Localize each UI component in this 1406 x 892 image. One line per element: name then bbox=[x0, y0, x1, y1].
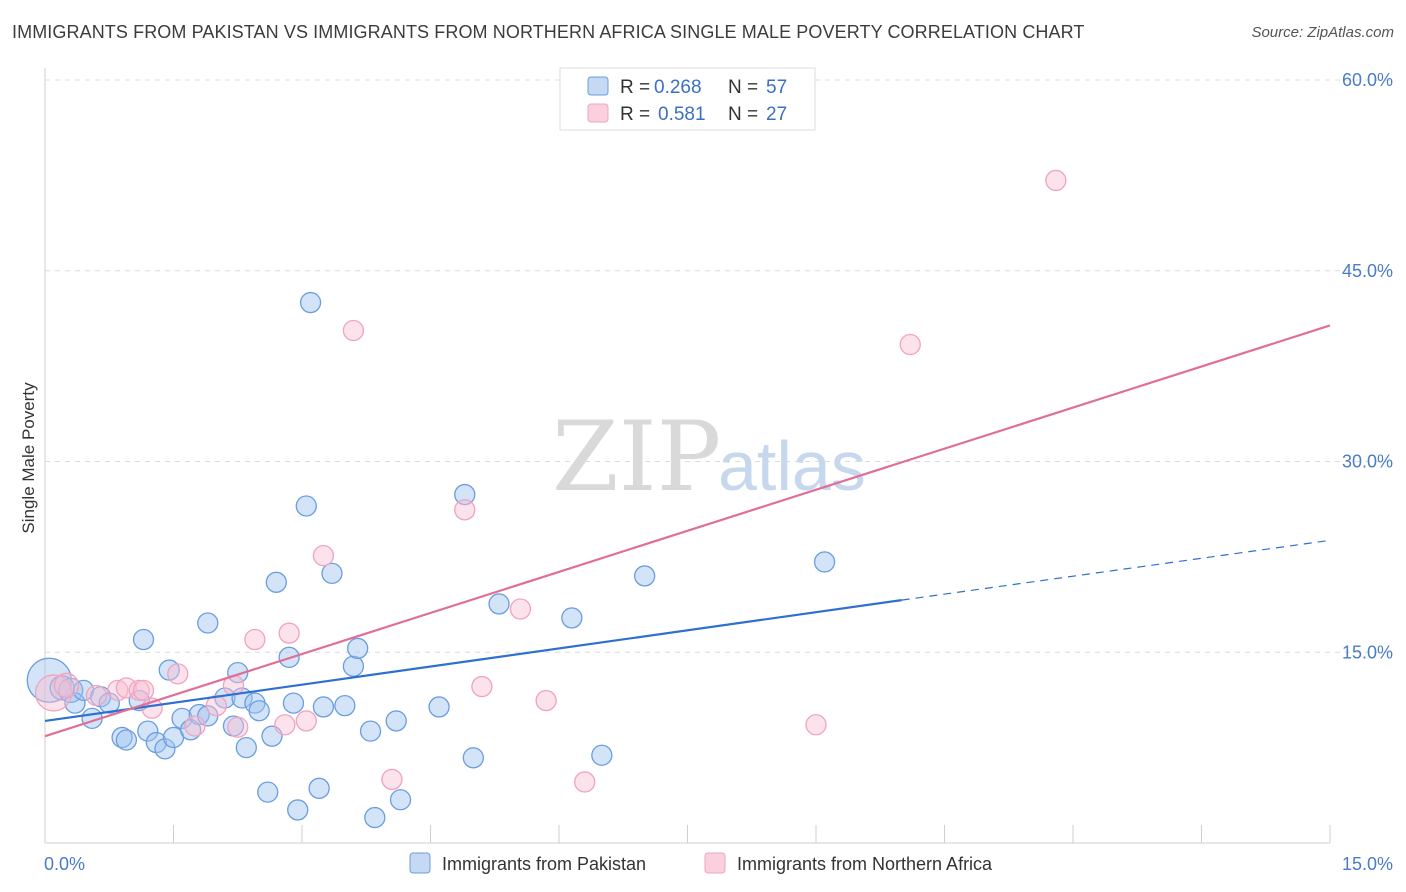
source-label: Source: ZipAtlas.com bbox=[1251, 24, 1394, 41]
africa-point bbox=[132, 679, 155, 702]
africa-point bbox=[167, 663, 189, 685]
legend-r-value-pakistan: 0.268 bbox=[654, 77, 702, 98]
legend-n-value-africa: 27 bbox=[766, 104, 787, 125]
series-label-pakistan: Immigrants from Pakistan bbox=[442, 854, 646, 874]
pakistan-point bbox=[364, 806, 386, 829]
grid bbox=[45, 79, 1395, 653]
pakistan-point bbox=[312, 696, 335, 718]
africa-point bbox=[312, 544, 335, 567]
pakistan-point bbox=[347, 637, 369, 660]
watermark: ZIP atlas bbox=[552, 401, 866, 513]
series-label-africa: Immigrants from Northern Africa bbox=[737, 854, 993, 874]
pakistan-point bbox=[295, 495, 317, 517]
legend: R = 0.268 N = 57 R = 0.581 N = 27 bbox=[559, 67, 816, 131]
y-tick-label: 60.0% bbox=[1342, 70, 1393, 90]
pakistan-point bbox=[188, 703, 210, 726]
pakistan-trend-extension bbox=[901, 539, 1331, 601]
pakistan-point bbox=[813, 551, 836, 573]
y-tick-label: 15.0% bbox=[1342, 642, 1393, 662]
axes: 15.0% 30.0% 45.0% 60.0% 0.0% 15.0% bbox=[44, 68, 1393, 874]
pakistan-point bbox=[462, 747, 484, 769]
africa-point bbox=[278, 622, 300, 644]
series-swatch-africa bbox=[704, 852, 726, 874]
legend-swatch-africa bbox=[587, 103, 609, 123]
pakistan-point bbox=[115, 729, 138, 751]
pakistan-point bbox=[454, 483, 476, 506]
pakistan-point bbox=[265, 571, 287, 593]
africa-point bbox=[53, 672, 80, 698]
pakistan-point bbox=[299, 291, 322, 314]
pakistan-point bbox=[342, 655, 365, 677]
pakistan-point bbox=[98, 692, 120, 714]
africa-point bbox=[805, 714, 827, 736]
pakistan-point bbox=[308, 777, 330, 799]
africa-point bbox=[85, 684, 108, 707]
x-tick-label-max: 15.0% bbox=[1342, 854, 1393, 874]
y-tick-label: 45.0% bbox=[1342, 261, 1393, 281]
pakistan-point bbox=[385, 710, 407, 732]
africa-point bbox=[1045, 169, 1067, 192]
pakistan-point bbox=[248, 700, 270, 722]
legend-n-value-pakistan: 57 bbox=[766, 77, 787, 98]
africa-point bbox=[295, 710, 317, 732]
y-tick-label: 30.0% bbox=[1342, 452, 1393, 472]
legend-swatch-pakistan bbox=[587, 76, 609, 96]
africa-point bbox=[342, 319, 365, 342]
legend-n-label-africa: N = bbox=[728, 104, 758, 125]
africa-point bbox=[899, 333, 921, 356]
pakistan-point bbox=[227, 661, 249, 684]
chart-title: IMMIGRANTS FROM PAKISTAN VS IMMIGRANTS F… bbox=[12, 22, 1085, 42]
pakistan-point bbox=[428, 696, 450, 718]
pakistan-point bbox=[389, 789, 412, 811]
pakistan-point bbox=[321, 562, 343, 585]
africa-point bbox=[574, 771, 596, 793]
watermark-atlas: atlas bbox=[718, 427, 866, 505]
africa-point bbox=[244, 628, 266, 651]
africa-trend-line bbox=[44, 324, 1331, 738]
africa-point bbox=[227, 716, 249, 738]
series-legend: Immigrants from Pakistan Immigrants from… bbox=[409, 852, 993, 874]
data-points bbox=[26, 169, 1067, 829]
legend-r-value-africa: 0.581 bbox=[658, 104, 706, 125]
pakistan-point bbox=[154, 738, 176, 760]
pakistan-trend-line bbox=[44, 599, 902, 723]
legend-r-label-africa: R = bbox=[620, 104, 650, 125]
africa-point bbox=[454, 499, 476, 521]
pakistan-point bbox=[137, 720, 159, 742]
pakistan-point bbox=[591, 744, 613, 766]
africa-point bbox=[34, 674, 73, 712]
y-axis-label: Single Male Poverty bbox=[19, 382, 38, 534]
africa-point bbox=[115, 677, 138, 699]
legend-n-label-pakistan: N = bbox=[728, 77, 758, 98]
pakistan-point bbox=[145, 731, 168, 754]
pakistan-point bbox=[197, 612, 219, 634]
pakistan-point bbox=[282, 692, 305, 714]
africa-point bbox=[184, 715, 206, 737]
series-swatch-pakistan bbox=[409, 852, 431, 874]
africa-point bbox=[509, 598, 532, 620]
pakistan-point bbox=[132, 628, 155, 651]
pakistan-point bbox=[488, 593, 510, 615]
pakistan-point bbox=[287, 799, 309, 821]
pakistan-point bbox=[634, 565, 656, 587]
x-tick-label-min: 0.0% bbox=[44, 854, 85, 874]
trend-lines bbox=[44, 324, 1331, 738]
pakistan-point bbox=[58, 677, 84, 704]
africa-point bbox=[107, 679, 129, 702]
africa-point bbox=[274, 714, 296, 736]
watermark-zip: ZIP bbox=[552, 401, 721, 513]
pakistan-point bbox=[171, 707, 193, 730]
pakistan-point bbox=[257, 781, 279, 803]
pakistan-point bbox=[235, 736, 257, 759]
africa-point bbox=[471, 675, 493, 698]
pakistan-point bbox=[359, 720, 382, 742]
africa-point bbox=[535, 689, 557, 712]
africa-point bbox=[381, 768, 403, 791]
legend-r-label-pakistan: R = bbox=[620, 77, 650, 98]
pakistan-point bbox=[561, 607, 583, 629]
pakistan-point bbox=[334, 695, 356, 717]
